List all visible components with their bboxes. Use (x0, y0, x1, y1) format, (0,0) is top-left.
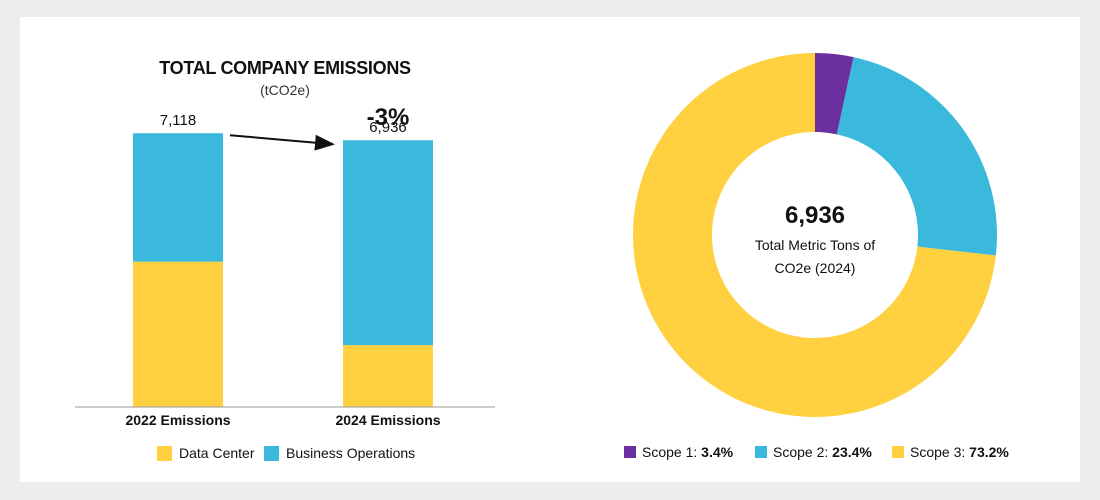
legend-label-scope-3: Scope 3: 73.2% (910, 444, 1009, 460)
bar-business-operations-2024 (343, 140, 433, 346)
legend-swatch-scope-3 (892, 446, 904, 458)
donut-center-label-line2: CO2e (2024) (775, 260, 856, 276)
change-arrow (229, 134, 335, 151)
category-label-2024: 2024 Emissions (335, 412, 440, 428)
total-label-2024: 6,936 (369, 119, 407, 136)
donut-group (633, 53, 997, 417)
chart-card: TOTAL COMPANY EMISSIONS (tCO2e) -3% 7,11… (20, 17, 1080, 482)
bar-chart-subtitle: (tCO2e) (260, 82, 310, 98)
donut-slice-scope-1 (815, 53, 854, 135)
legend-value-scope-1: 3.4% (701, 444, 733, 460)
category-label-2022: 2022 Emissions (125, 412, 230, 428)
legend-label-scope-2: Scope 2: 23.4% (773, 444, 872, 460)
legend-label-scope-1: Scope 1: 3.4% (642, 444, 734, 460)
legend-label-business-operations: Business Operations (286, 445, 415, 461)
legend-swatch-scope-1 (624, 446, 636, 458)
bar-data-center-2022 (133, 261, 223, 407)
legend-value-scope-2: 23.4% (832, 444, 872, 460)
legend-label-data-center: Data Center (179, 445, 255, 461)
change-label: -3% (367, 104, 410, 131)
donut-slice-scope-2 (836, 57, 997, 256)
donut-center-value: 6,936 (785, 202, 845, 229)
total-label-2022: 7,118 (160, 112, 196, 129)
bars-group (133, 133, 433, 407)
legend-swatch-business-operations (264, 446, 279, 461)
donut-center-label-line1: Total Metric Tons of (755, 237, 875, 253)
donut-slice-scope-3 (633, 53, 996, 417)
bar-business-operations-2022 (133, 133, 223, 262)
bar-chart-title: TOTAL COMPANY EMISSIONS (159, 58, 411, 78)
legend-swatch-scope-2 (755, 446, 767, 458)
bar-data-center-2024 (343, 345, 433, 407)
charts-svg: TOTAL COMPANY EMISSIONS (tCO2e) -3% 7,11… (75, 53, 1009, 461)
legend-value-scope-3: 73.2% (969, 444, 1009, 460)
legend-swatch-data-center (157, 446, 172, 461)
